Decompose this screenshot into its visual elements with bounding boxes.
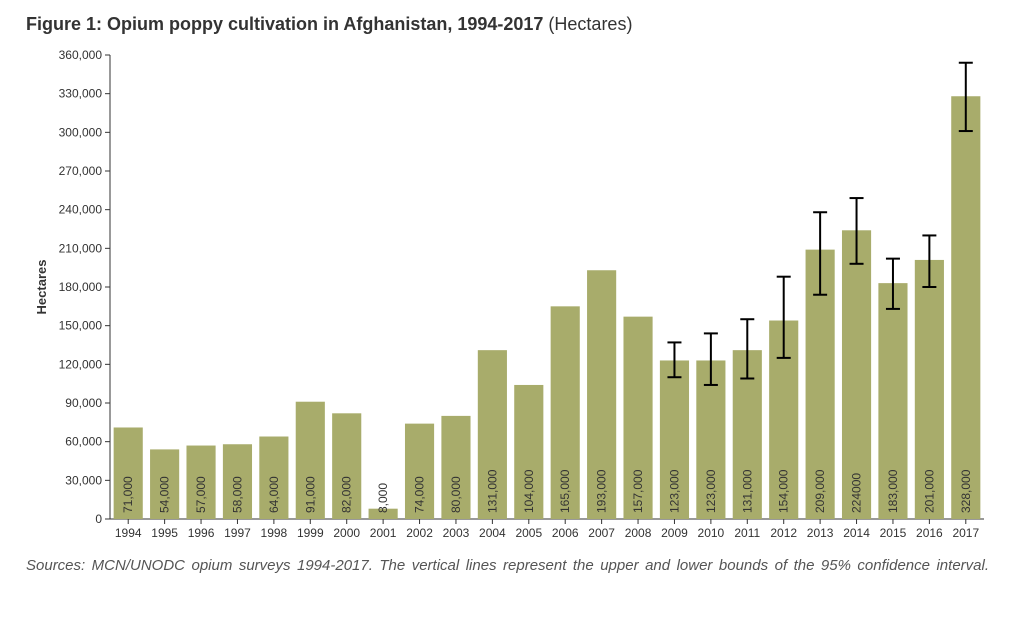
x-tick-label: 2005 [515,526,542,540]
x-tick-label: 1995 [151,526,178,540]
x-tick-label: 1997 [224,526,251,540]
y-tick-label: 240,000 [59,203,103,217]
bar-value-label: 80,000 [449,476,463,513]
x-tick-label: 1998 [261,526,288,540]
y-axis-title: Hectares [34,260,49,315]
x-tick-label: 2012 [770,526,797,540]
bar-value-label: 154,000 [777,469,791,513]
bar-value-label: 193,000 [595,469,609,513]
y-tick-label: 180,000 [59,280,103,294]
source-note: Sources: MCN/UNODC opium surveys 1994-20… [26,556,989,576]
bar-value-label: 183,000 [886,469,900,513]
x-tick-label: 2007 [588,526,615,540]
figure-title-main: Figure 1: Opium poppy cultivation in Afg… [26,14,543,34]
x-tick-label: 2001 [370,526,397,540]
bar-value-label: 91,000 [303,476,317,513]
y-tick-label: 150,000 [59,319,103,333]
x-tick-label: 2013 [807,526,834,540]
y-tick-label: 60,000 [65,435,102,449]
x-tick-label: 1999 [297,526,324,540]
x-tick-label: 2009 [661,526,688,540]
x-tick-label: 2015 [880,526,907,540]
x-tick-label: 2017 [952,526,979,540]
bar-value-label: 82,000 [340,476,354,513]
bar-value-label: 157,000 [631,469,645,513]
y-tick-label: 360,000 [59,48,103,62]
x-tick-label: 2016 [916,526,943,540]
x-tick-label: 1996 [188,526,215,540]
y-tick-label: 90,000 [65,396,102,410]
x-tick-label: 2014 [843,526,870,540]
y-tick-label: 330,000 [59,87,103,101]
x-tick-label: 2000 [333,526,360,540]
bar-value-label: 64,000 [267,476,281,513]
bar-value-label: 224000 [850,473,864,513]
bar-value-label: 71,000 [121,476,135,513]
x-tick-label: 2008 [625,526,652,540]
x-tick-label: 2011 [734,526,760,540]
y-tick-label: 300,000 [59,125,103,139]
bar-value-label: 328,000 [959,469,973,513]
x-tick-label: 2002 [406,526,433,540]
x-tick-label: 2004 [479,526,506,540]
figure-title: Figure 1: Opium poppy cultivation in Afg… [26,14,998,35]
bar-value-label: 165,000 [558,469,572,513]
y-tick-label: 0 [95,512,102,526]
bar-value-label: 57,000 [194,476,208,513]
bar-value-label: 8,000 [376,483,390,513]
bar-value-label: 54,000 [158,476,172,513]
x-tick-label: 2006 [552,526,579,540]
chart: 0 30,000 60,000 90,000 120,000 150,000 180,000… [26,41,994,546]
bar-value-label: 201,000 [922,469,936,513]
x-tick-label: 1994 [115,526,142,540]
x-tick-label: 2003 [443,526,470,540]
y-tick-label: 210,000 [59,241,103,255]
bar-value-label: 131,000 [740,469,754,513]
y-tick-label: 120,000 [59,357,103,371]
bar-value-label: 74,000 [413,476,427,513]
bar-value-label: 123,000 [704,469,718,513]
bar-value-label: 58,000 [230,476,244,513]
y-tick-label: 270,000 [59,164,103,178]
y-tick-label: 30,000 [65,473,102,487]
chart-svg: 0 30,000 60,000 90,000 120,000 150,000 180,000… [26,41,994,546]
bar [951,96,980,519]
bar-value-label: 104,000 [522,469,536,513]
bar-value-label: 131,000 [485,469,499,513]
figure-title-unit: (Hectares) [543,14,632,34]
figure-container: Figure 1: Opium poppy cultivation in Afg… [0,0,1024,627]
bar-value-label: 209,000 [813,469,827,513]
bar-value-label: 123,000 [667,469,681,513]
x-tick-label: 2010 [698,526,725,540]
